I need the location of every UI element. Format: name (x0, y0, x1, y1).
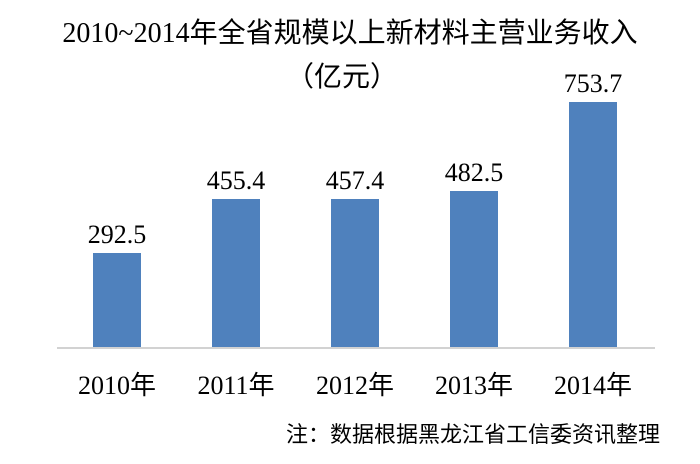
value-label: 455.4 (206, 166, 266, 195)
x-axis-label: 2010年 (77, 371, 156, 400)
chart-subtitle-unit: （亿元） (285, 62, 398, 93)
value-label: 753.7 (563, 69, 623, 98)
x-axis-line (57, 347, 655, 349)
bar (450, 191, 498, 348)
source-note: 注：数据根据黑龙江省工信委资讯整理 (285, 422, 660, 447)
bar (331, 199, 379, 348)
value-label: 482.5 (444, 158, 504, 187)
x-axis-label: 2012年 (315, 371, 394, 400)
bar (93, 253, 141, 348)
x-axis-label: 2011年 (197, 371, 275, 400)
value-label: 457.4 (325, 166, 385, 195)
bar (569, 102, 617, 348)
value-label: 292.5 (87, 220, 147, 249)
x-axis-label: 2013年 (434, 371, 513, 400)
chart-title: 2010~2014年全省规模以上新材料主营业务收入 (62, 18, 638, 49)
x-axis-label: 2014年 (553, 371, 632, 400)
bar (212, 199, 260, 348)
